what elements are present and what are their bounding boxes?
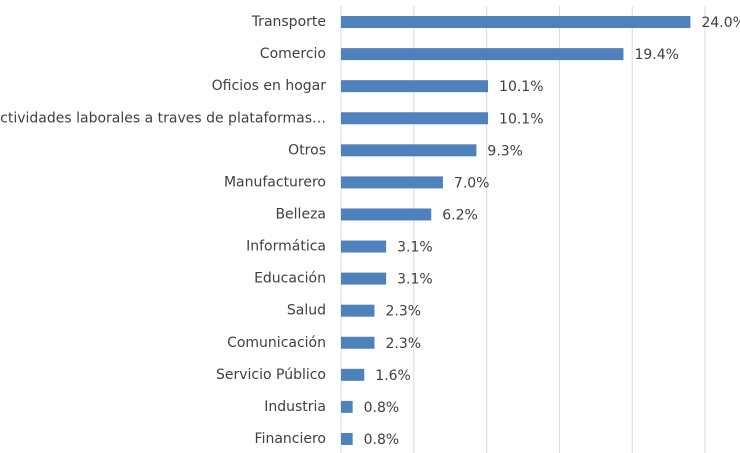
- y-tick-label: Actividades laborales a traves de plataf…: [0, 110, 326, 126]
- y-tick-label: Comercio: [260, 46, 326, 62]
- y-tick-label: Transporte: [251, 14, 326, 30]
- y-tick-label: Financiero: [255, 431, 326, 447]
- y-tick-label: Oficios en hogar: [212, 78, 327, 94]
- y-tick-label: Informática: [246, 239, 326, 255]
- bar: [341, 112, 489, 125]
- data-label: 0.8%: [364, 432, 400, 448]
- bar: [341, 272, 387, 285]
- y-tick-label: Comunicación: [227, 335, 326, 351]
- data-label: 10.1%: [499, 111, 543, 127]
- bar: [341, 80, 489, 93]
- data-label: 7.0%: [454, 175, 490, 191]
- bar: [341, 336, 375, 349]
- y-tick-label: Industria: [264, 399, 326, 415]
- bar: [341, 48, 624, 61]
- data-label: 3.1%: [397, 272, 433, 288]
- data-label: 24.0%: [701, 15, 740, 31]
- y-tick-label: Manufacturero: [224, 174, 326, 190]
- bar: [341, 432, 353, 445]
- data-label: 6.2%: [442, 207, 478, 223]
- bar: [341, 208, 432, 221]
- bar: [341, 144, 477, 157]
- y-tick-label: Otros: [288, 142, 326, 158]
- data-label: 10.1%: [499, 79, 543, 95]
- bar: [341, 368, 365, 381]
- bar: [341, 16, 691, 29]
- bar: [341, 176, 443, 189]
- data-label: 2.3%: [385, 304, 421, 320]
- data-label: 2.3%: [385, 336, 421, 352]
- data-label: 9.3%: [487, 143, 523, 159]
- bar: [341, 240, 387, 253]
- data-label: 3.1%: [397, 240, 433, 256]
- data-label: 1.6%: [375, 368, 411, 384]
- bar: [341, 304, 375, 317]
- data-label: 0.8%: [364, 400, 400, 416]
- y-tick-label: Salud: [287, 303, 326, 319]
- y-tick-label: Belleza: [275, 206, 326, 222]
- y-tick-label: Educación: [254, 271, 326, 287]
- bar: [341, 400, 353, 413]
- y-tick-label: Servicio Público: [216, 367, 326, 383]
- data-label: 19.4%: [634, 47, 678, 63]
